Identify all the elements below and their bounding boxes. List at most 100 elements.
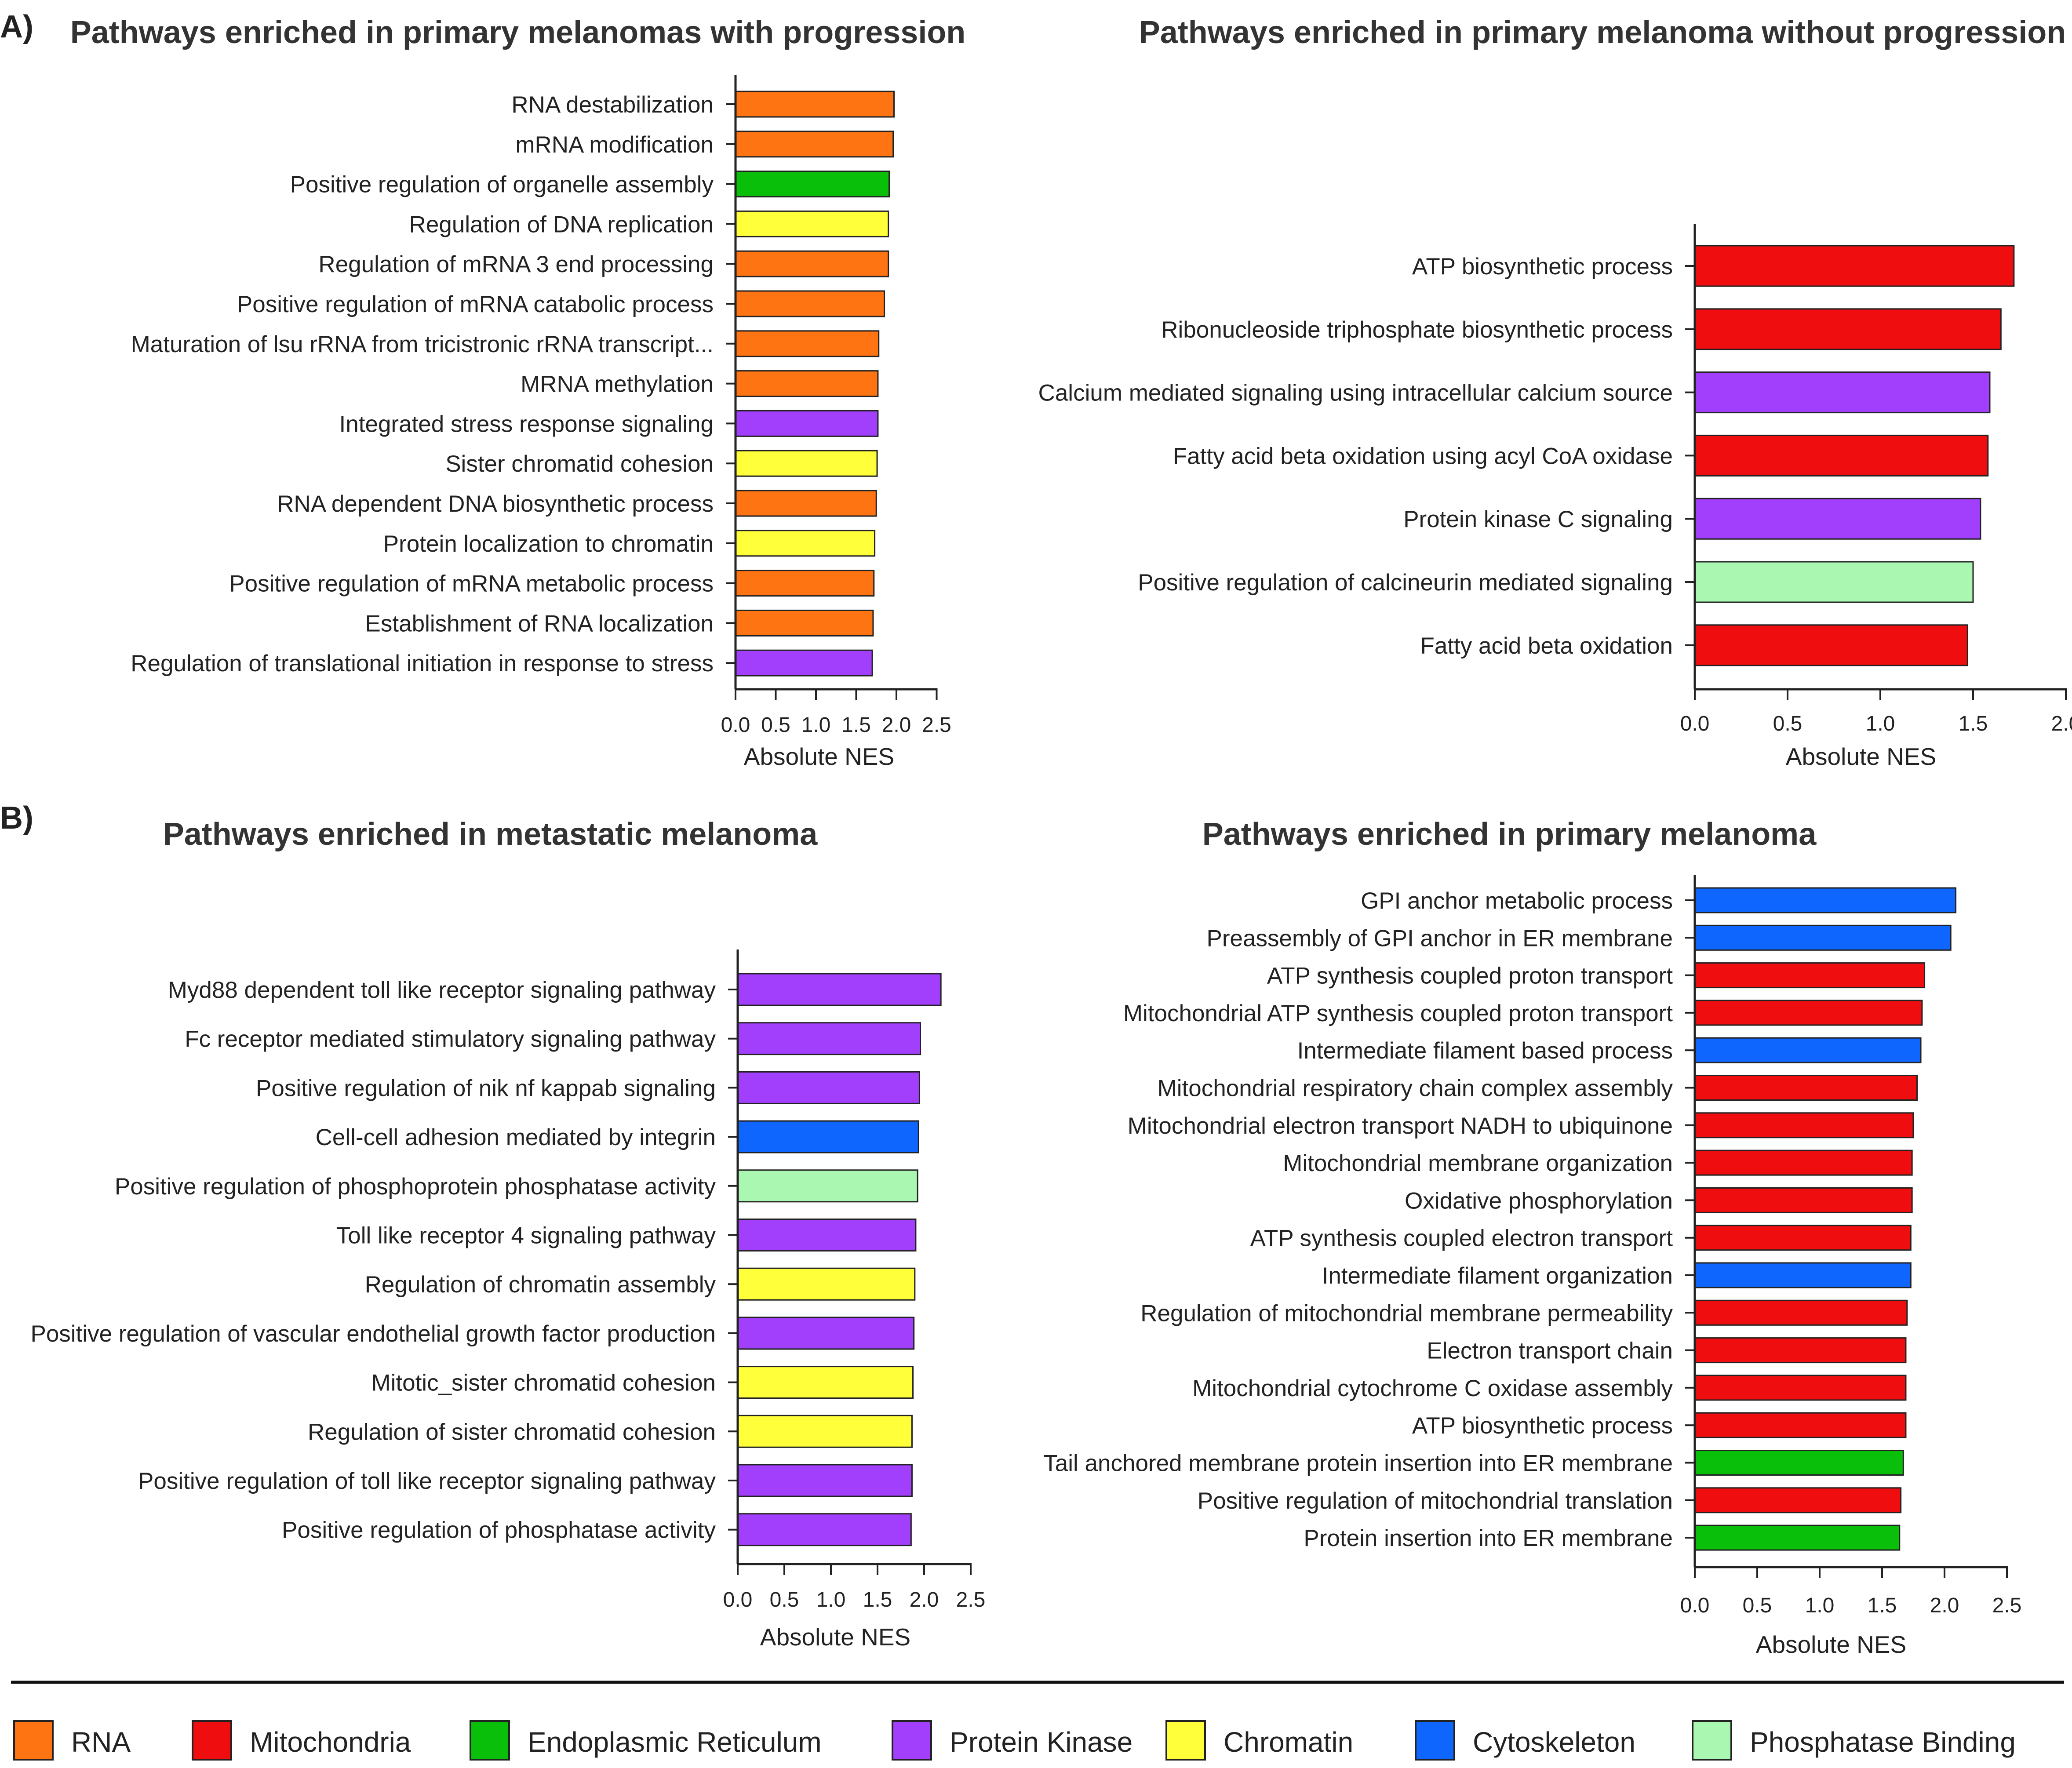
legend-item: Chromatin [1165,1720,1353,1761]
x-tick-label: 1.5 [841,713,871,737]
category-label: Positive regulation of organelle assembl… [290,172,714,198]
category-label: Establishment of RNA localization [365,611,714,637]
legend: RNA Mitochondria Endoplasmic Reticulum Prot… [13,1720,2016,1761]
bar [737,1366,914,1399]
bar [735,570,875,597]
legend-label: Phosphatase Binding [1750,1726,2016,1758]
bar [1694,371,1991,414]
bar [735,290,885,317]
legend-label: Protein Kinase [950,1726,1132,1758]
bar [737,1169,918,1203]
bar [1694,1262,1912,1288]
x-axis-label: Absolute NES [760,1623,910,1651]
x-axis-label: Absolute NES [1786,743,1936,770]
bar [735,609,874,637]
legend-item: Mitochondria [192,1720,411,1761]
category-label: Fatty acid beta oxidation using acyl CoA… [1173,443,1673,469]
chart-title: Pathways enriched in metastatic melanoma [163,817,818,852]
category-label: MRNA methylation [521,371,714,397]
category-label: Fatty acid beta oxidation [1420,633,1673,659]
x-tick-label: 0.0 [721,713,750,737]
category-label: Fc receptor mediated stimulatory signali… [185,1026,716,1052]
x-tick-label: 1.0 [801,713,831,737]
category-label: Mitochondrial cytochrome C oxidase assem… [1192,1375,1673,1401]
bar [735,490,877,517]
category-label: Tail anchored membrane protein insertion… [1043,1451,1673,1477]
legend-swatch [192,1720,232,1761]
bar [1694,1524,1901,1551]
bar [1694,561,1974,603]
x-tick-label: 2.5 [1992,1594,2022,1617]
bar [737,1317,915,1350]
bar [737,1267,916,1301]
legend-swatch [13,1720,54,1761]
category-label: ATP synthesis coupled proton transport [1267,963,1673,989]
category-label: Positive regulation of mitochondrial tra… [1198,1488,1673,1514]
chart-title: Pathways enriched in primary melanoma [1202,817,1817,852]
bar [737,1464,913,1497]
legend-swatch [470,1720,510,1761]
legend-label: Chromatin [1224,1726,1353,1758]
bar [735,91,895,118]
bar [735,410,879,437]
x-tick-label: 0.0 [1680,712,1710,735]
bar [1694,1450,1904,1476]
bar [735,131,894,158]
category-label: GPI anchor metabolic process [1361,888,1673,914]
bar [735,330,880,357]
category-label: RNA dependent DNA biosynthetic process [277,491,714,517]
x-tick-label: 1.0 [1805,1594,1835,1617]
legend-label: Cytoskeleton [1473,1726,1635,1758]
category-label: ATP synthesis coupled electron transport [1250,1226,1673,1251]
chart-title: Pathways enriched in primary melanoma wi… [1139,15,2066,50]
x-tick-label: 0.0 [1680,1594,1710,1617]
category-label: Mitochondrial respiratory chain complex … [1158,1076,1673,1102]
category-label: Sister chromatid cohesion [445,451,714,477]
x-tick-label: 2.5 [922,713,951,737]
x-tick-label: 0.5 [1773,712,1803,735]
x-tick-label: 2.0 [910,1588,939,1612]
category-label: Preassembly of GPI anchor in ER membrane [1207,925,1673,951]
bar [1694,624,1968,666]
x-tick-label: 0.5 [1743,1594,1772,1617]
bar [1694,308,2002,350]
category-label: mRNA modification [515,132,714,158]
category-label: Regulation of mitochondrial membrane per… [1140,1300,1673,1326]
bar [737,1022,921,1055]
category-label: Cell-cell adhesion mediated by integrin [316,1124,716,1150]
bar [1694,1412,1907,1438]
bar [1694,1112,1914,1139]
legend-swatch [892,1720,932,1761]
bar [737,1415,913,1448]
category-label: Integrated stress response signaling [339,411,714,437]
category-label: Oxidative phosphorylation [1405,1188,1673,1214]
category-label: Myd88 dependent toll like receptor signa… [168,977,716,1003]
bar [737,1513,912,1546]
x-tick-label: 1.0 [1866,712,1895,735]
bar [735,649,873,677]
legend-item: Cytoskeleton [1415,1720,1635,1761]
x-tick-label: 2.0 [1930,1594,1959,1617]
category-label: Positive regulation of phosphoprotein ph… [115,1174,716,1200]
category-label: Regulation of mRNA 3 end processing [318,251,714,277]
category-label: Intermediate filament based process [1297,1038,1673,1064]
x-tick-label: 1.5 [863,1588,892,1612]
bar [1694,434,1989,477]
category-label: Positive regulation of vascular endothel… [30,1321,716,1347]
bar [735,250,889,277]
bar [1694,1299,1908,1326]
category-label: Regulation of translational initiation i… [131,651,714,677]
bar [1694,1150,1913,1176]
category-label: Protein localization to chromatin [383,531,714,557]
legend-label: Endoplasmic Reticulum [528,1726,822,1758]
bar [737,1219,917,1251]
legend-item: Protein Kinase [892,1720,1132,1761]
bar [735,210,889,237]
category-label: Mitochondrial membrane organization [1283,1150,1673,1176]
category-label: Regulation of sister chromatid cohesion [308,1419,716,1445]
category-label: Mitochondrial electron transport NADH to… [1128,1113,1673,1139]
category-label: RNA destabilization [511,92,714,118]
x-tick-label: 1.5 [1959,712,1988,735]
x-tick-label: 2.5 [956,1588,986,1612]
